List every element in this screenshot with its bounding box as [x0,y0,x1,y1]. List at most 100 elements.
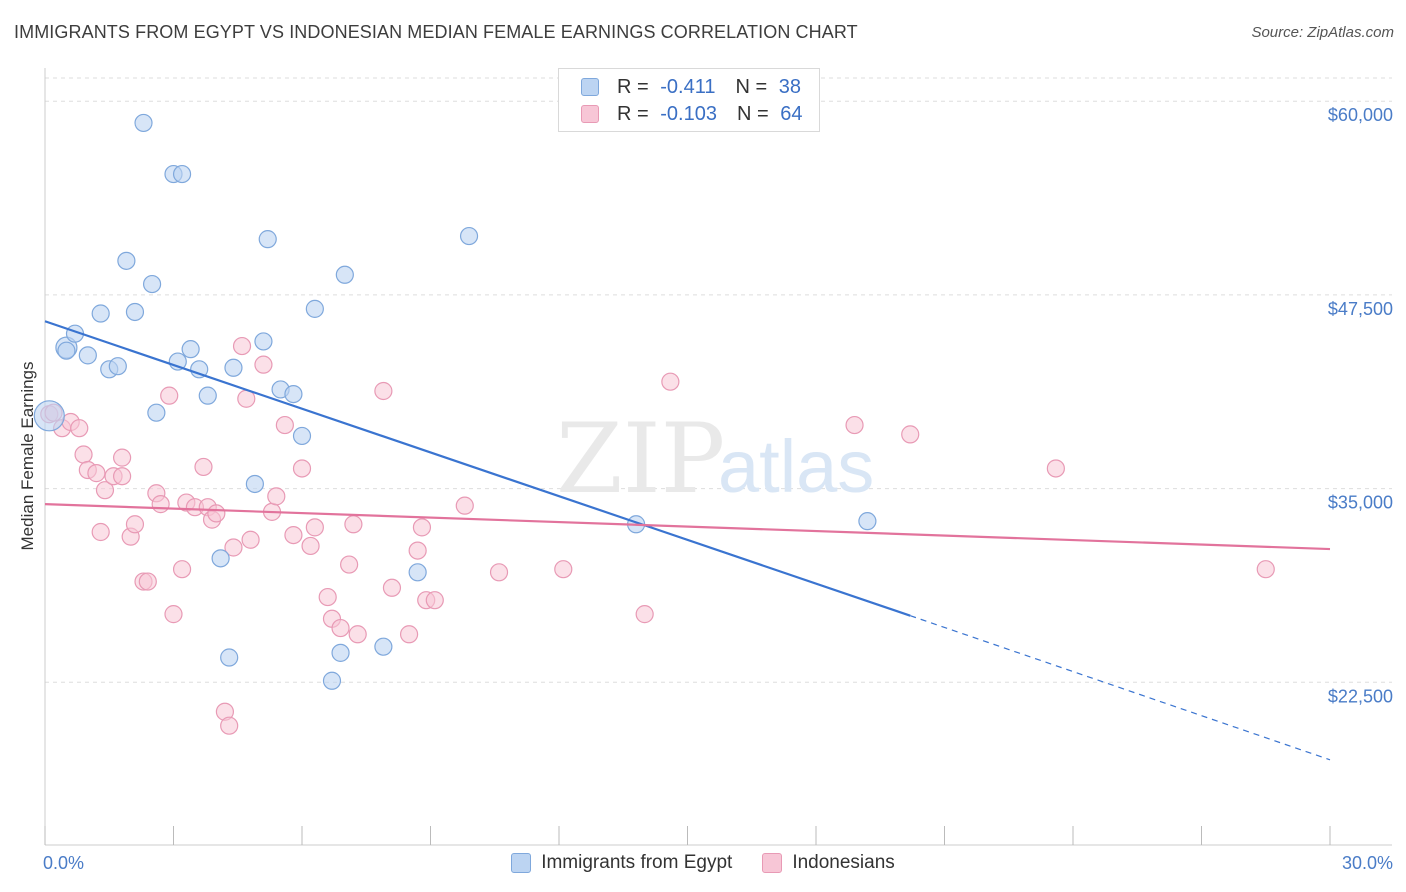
indonesians-point [232,336,252,356]
egypt-point [292,426,312,446]
indonesians-point [74,445,93,464]
indonesians-point [318,587,337,607]
indonesians-point [164,605,183,624]
indonesians-point [275,415,294,435]
x-tick-label-end: 30.0% [1342,853,1393,873]
egypt-point [305,299,324,318]
egypt-point [142,274,162,294]
indonesians-point [241,530,260,549]
egypt-point [335,265,354,284]
egypt-point [258,230,277,249]
x-tick-label-start: 0.0% [43,853,84,873]
y-tick-label: $60,000 [1328,105,1393,125]
legend-r-label: R = [617,75,649,98]
chart-title: IMMIGRANTS FROM EGYPT VS INDONESIAN MEDI… [14,22,858,42]
series-egypt [33,113,877,690]
y-tick-label: $22,500 [1328,686,1393,706]
egypt-point [224,358,243,377]
indonesians-point [125,515,145,534]
indonesians-point [224,538,243,557]
egypt-point [254,332,273,351]
indonesians-point [845,415,864,435]
watermark-atlas: atlas [718,425,874,508]
legend-swatch-indonesians [581,105,599,123]
egypt-point [858,512,877,531]
indonesians-point [455,496,474,515]
indonesians-point [91,522,110,542]
legend-swatch-egypt [581,78,599,96]
indonesians-point [172,560,192,579]
legend-item-indonesians: Indonesians [762,852,895,874]
indonesians-point [254,355,273,374]
egypt-point [117,251,136,270]
egypt-point [198,386,217,405]
y-tick-label: $47,500 [1328,299,1393,319]
series-indonesians [40,336,1275,735]
egypt-point [147,403,166,422]
egypt-point [374,637,393,656]
series-legend: Immigrants from Egypt Indonesians [0,852,1406,874]
indonesians-point [489,563,509,582]
stats-legend: R = -0.411 N = 38 R = -0.103 N = 64 [558,68,820,132]
indonesians-point [340,555,359,574]
egypt-point [190,360,209,379]
y-tick-label: $35,000 [1328,493,1393,513]
egypt-point [172,164,192,184]
watermark: ZIP atlas [556,403,874,515]
source-label: Source: ZipAtlas.com [1251,24,1394,41]
egypt-point [331,643,350,662]
egypt-point [33,400,65,432]
indonesians-point [344,515,363,534]
indonesians-point [292,459,312,478]
axis-labels: $22,500 $35,000 $47,500 $60,000 0.0% 30.0% Med… [18,105,1393,873]
indonesians-point [95,481,115,500]
indonesians-point [160,386,179,405]
indonesians-point [635,605,654,624]
indonesians-point [151,495,170,514]
indonesians-point [194,457,213,477]
legend-r-label: R = [617,102,649,125]
egypt-point [108,357,127,376]
indonesians-point [267,487,286,506]
indonesians-point [220,716,239,735]
axes [44,68,1392,846]
legend-row-indonesians: R = -0.103 N = 64 [581,102,802,126]
egypt-trend-extension [910,615,1331,761]
indonesians-point [408,541,427,560]
indonesians-point [284,526,303,545]
indonesians-point [412,518,432,537]
legend-n-value: 38 [778,75,801,98]
indonesians-point [138,572,157,591]
indonesians-point [399,625,419,644]
indonesians-point [374,381,393,401]
indonesians-point [70,419,89,438]
indonesians-point [112,448,132,467]
egypt-point [408,563,427,582]
indonesians-point [661,372,680,391]
egypt-point [134,113,153,133]
legend-n-value: 64 [780,102,803,125]
legend-row-egypt: R = -0.411 N = 38 [581,75,801,99]
indonesians-point [425,591,444,610]
egypt-point [91,304,110,323]
indonesians-point [87,464,106,483]
legend-label-egypt: Immigrants from Egypt [541,852,733,873]
indonesians-point [305,518,324,537]
grid-lines [45,77,1392,683]
legend-r-value: -0.103 [660,102,717,125]
indonesians-point [382,578,402,597]
legend-swatch-indonesians [762,853,783,873]
indonesians-point [1256,560,1275,579]
indonesians-point [554,560,573,579]
indonesians-trend-line [44,503,1331,551]
indonesians-point [331,618,350,638]
egypt-point [245,474,264,494]
egypt-point [220,648,239,667]
indonesians-point [348,625,367,644]
legend-item-egypt: Immigrants from Egypt [511,852,732,874]
watermark-zip: ZIP [556,403,725,515]
indonesians-point [901,425,920,444]
egypt-trend-line [44,320,911,617]
legend-n-label: N = [736,102,769,125]
